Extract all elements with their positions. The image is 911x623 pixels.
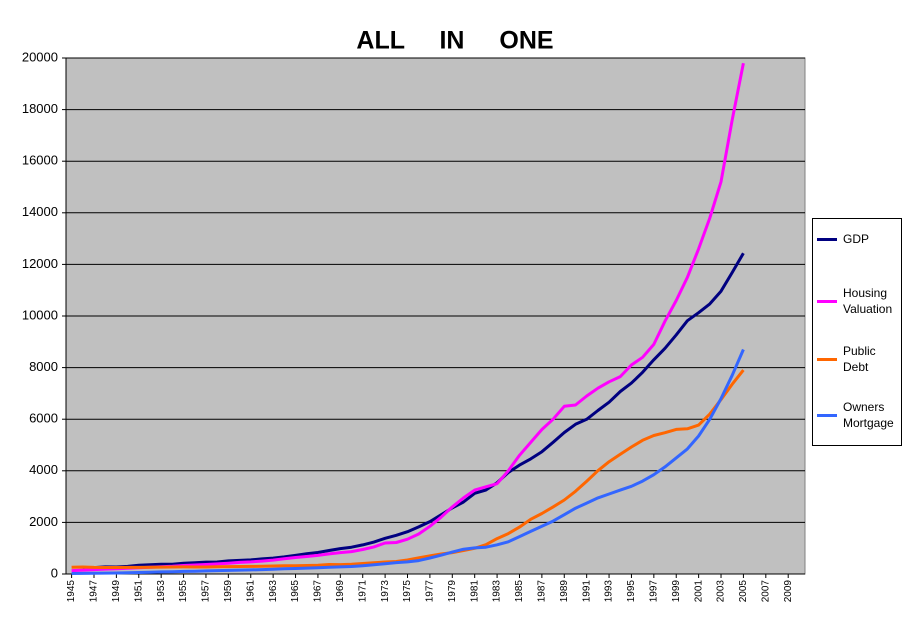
x-tick-label: 1959 bbox=[223, 580, 234, 603]
x-tick-label: 1951 bbox=[133, 580, 144, 603]
y-tick-label: 4000 bbox=[29, 462, 58, 477]
x-tick-label: 1991 bbox=[581, 580, 592, 603]
x-tick-label: 1981 bbox=[469, 580, 480, 603]
legend-item: GDP bbox=[817, 231, 903, 247]
legend-swatch bbox=[817, 237, 837, 241]
x-tick-label: 1945 bbox=[66, 580, 77, 603]
y-tick-label: 10000 bbox=[22, 307, 58, 322]
x-tick-label: 1965 bbox=[290, 580, 301, 603]
chart-title: ALL IN ONE bbox=[356, 27, 553, 55]
series-line bbox=[82, 252, 745, 570]
x-tick-label: 1977 bbox=[425, 580, 436, 603]
x-tick-label: 1947 bbox=[89, 580, 100, 603]
y-tick-label: 12000 bbox=[22, 256, 58, 271]
legend-item: Housing Valuation bbox=[817, 285, 903, 317]
x-tick-label: 1961 bbox=[245, 580, 256, 603]
x-tick-label: 1967 bbox=[313, 580, 324, 603]
x-tick-label: 1949 bbox=[111, 580, 122, 603]
legend-label: Public Debt bbox=[843, 344, 876, 374]
legend-swatch bbox=[817, 357, 837, 361]
x-tick-label: 1985 bbox=[514, 580, 525, 603]
x-tick-label: 2003 bbox=[716, 580, 727, 603]
y-tick-label: 2000 bbox=[29, 514, 58, 529]
legend-swatch bbox=[817, 299, 837, 303]
x-tick-label: 1957 bbox=[201, 580, 212, 603]
y-tick-label: 16000 bbox=[22, 153, 58, 168]
x-tick-label: 2007 bbox=[760, 580, 771, 603]
x-tick-label: 1997 bbox=[648, 580, 659, 603]
y-tick-label: 6000 bbox=[29, 411, 58, 426]
y-tick-label: 20000 bbox=[22, 49, 58, 64]
legend-item: Owners Mortgage bbox=[817, 399, 903, 431]
x-tick-label: 1973 bbox=[380, 580, 391, 603]
x-tick-label: 1983 bbox=[492, 580, 503, 603]
x-tick-label: 1989 bbox=[559, 580, 570, 603]
series-line bbox=[71, 369, 745, 569]
legend-swatch bbox=[817, 413, 837, 417]
x-tick-label: 2009 bbox=[783, 580, 794, 603]
y-tick-label: 8000 bbox=[29, 359, 58, 374]
legend-item: Public Debt bbox=[817, 343, 903, 375]
legend-label: GDP bbox=[843, 232, 870, 246]
legend: GDP Housing Valuation Public Debt Owners Mo… bbox=[812, 218, 902, 446]
x-tick-label: 1999 bbox=[671, 580, 682, 603]
x-tick-label: 2005 bbox=[738, 580, 749, 603]
x-tick-label: 1955 bbox=[178, 580, 189, 603]
y-tick-label: 14000 bbox=[22, 204, 58, 219]
x-tick-label: 2001 bbox=[693, 580, 704, 603]
x-tick-label: 1975 bbox=[402, 580, 413, 603]
x-tick-label: 1971 bbox=[357, 580, 368, 603]
legend-label: Housing Valuation bbox=[843, 286, 893, 316]
x-tick-label: 1963 bbox=[268, 580, 279, 603]
x-tick-label: 1969 bbox=[335, 580, 346, 603]
x-tick-label: 1953 bbox=[156, 580, 167, 603]
y-tick-label: 0 bbox=[51, 565, 58, 580]
x-tick-label: 1987 bbox=[537, 580, 548, 603]
x-tick-label: 1993 bbox=[604, 580, 615, 603]
series-line bbox=[71, 348, 745, 575]
x-tick-label: 1995 bbox=[626, 580, 637, 603]
y-tick-label: 18000 bbox=[22, 101, 58, 116]
legend-label: Owners Mortgage bbox=[843, 400, 894, 430]
x-tick-label: 1979 bbox=[447, 580, 458, 603]
